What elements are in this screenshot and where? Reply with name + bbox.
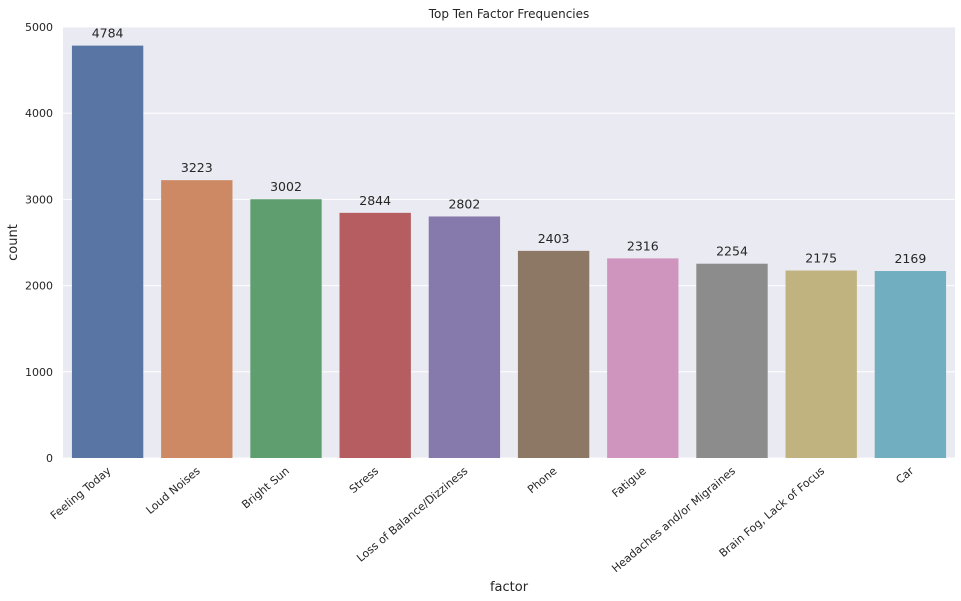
bars [71, 45, 947, 458]
x-tick-label: Feeling Today [48, 464, 114, 522]
x-tick-label: Phone [525, 464, 560, 496]
bar [607, 258, 679, 458]
bar [161, 180, 233, 458]
data-label: 2802 [448, 196, 480, 211]
data-label: 4784 [92, 26, 124, 41]
y-tick-label: 5000 [25, 21, 53, 34]
y-tick-label: 3000 [25, 193, 53, 206]
bar [71, 45, 144, 458]
y-tick-labels: 0 1000 2000 3000 4000 5000 [25, 21, 53, 465]
data-label: 2844 [359, 193, 391, 208]
x-tick-label: Brain Fog, Lack of Focus [717, 464, 828, 560]
x-tick-label: Stress [347, 464, 381, 496]
data-label: 2254 [716, 244, 748, 259]
bar [250, 199, 322, 458]
bar [696, 263, 768, 458]
bar [874, 271, 947, 458]
y-tick-label: 2000 [25, 280, 53, 293]
x-tick-label: Loud Noises [144, 464, 203, 517]
data-label: 3223 [181, 160, 213, 175]
x-tick-label: Car [893, 464, 916, 486]
data-label: 2316 [627, 238, 659, 253]
data-label: 2403 [538, 231, 570, 246]
x-axis-label: factor [490, 580, 529, 595]
y-tick-label: 0 [46, 452, 53, 465]
x-tick-labels: Feeling Today Loud Noises Bright Sun Stress… [48, 464, 917, 575]
bar [339, 212, 411, 458]
bar [785, 270, 857, 458]
x-tick-label: Bright Sun [239, 464, 292, 511]
bar [517, 250, 590, 458]
y-axis-label: count [6, 224, 21, 261]
y-tick-label: 4000 [25, 107, 53, 120]
data-labels: 4784 3223 3002 2844 2802 2403 2316 2254 2175 2169 [92, 26, 927, 266]
y-tick-label: 1000 [25, 366, 53, 379]
data-label: 2169 [894, 251, 926, 266]
data-label: 2175 [805, 251, 837, 266]
bar [428, 216, 501, 458]
chart-title: Top Ten Factor Frequencies [428, 7, 590, 21]
data-label: 3002 [270, 179, 302, 194]
x-tick-label: Fatigue [610, 464, 649, 500]
